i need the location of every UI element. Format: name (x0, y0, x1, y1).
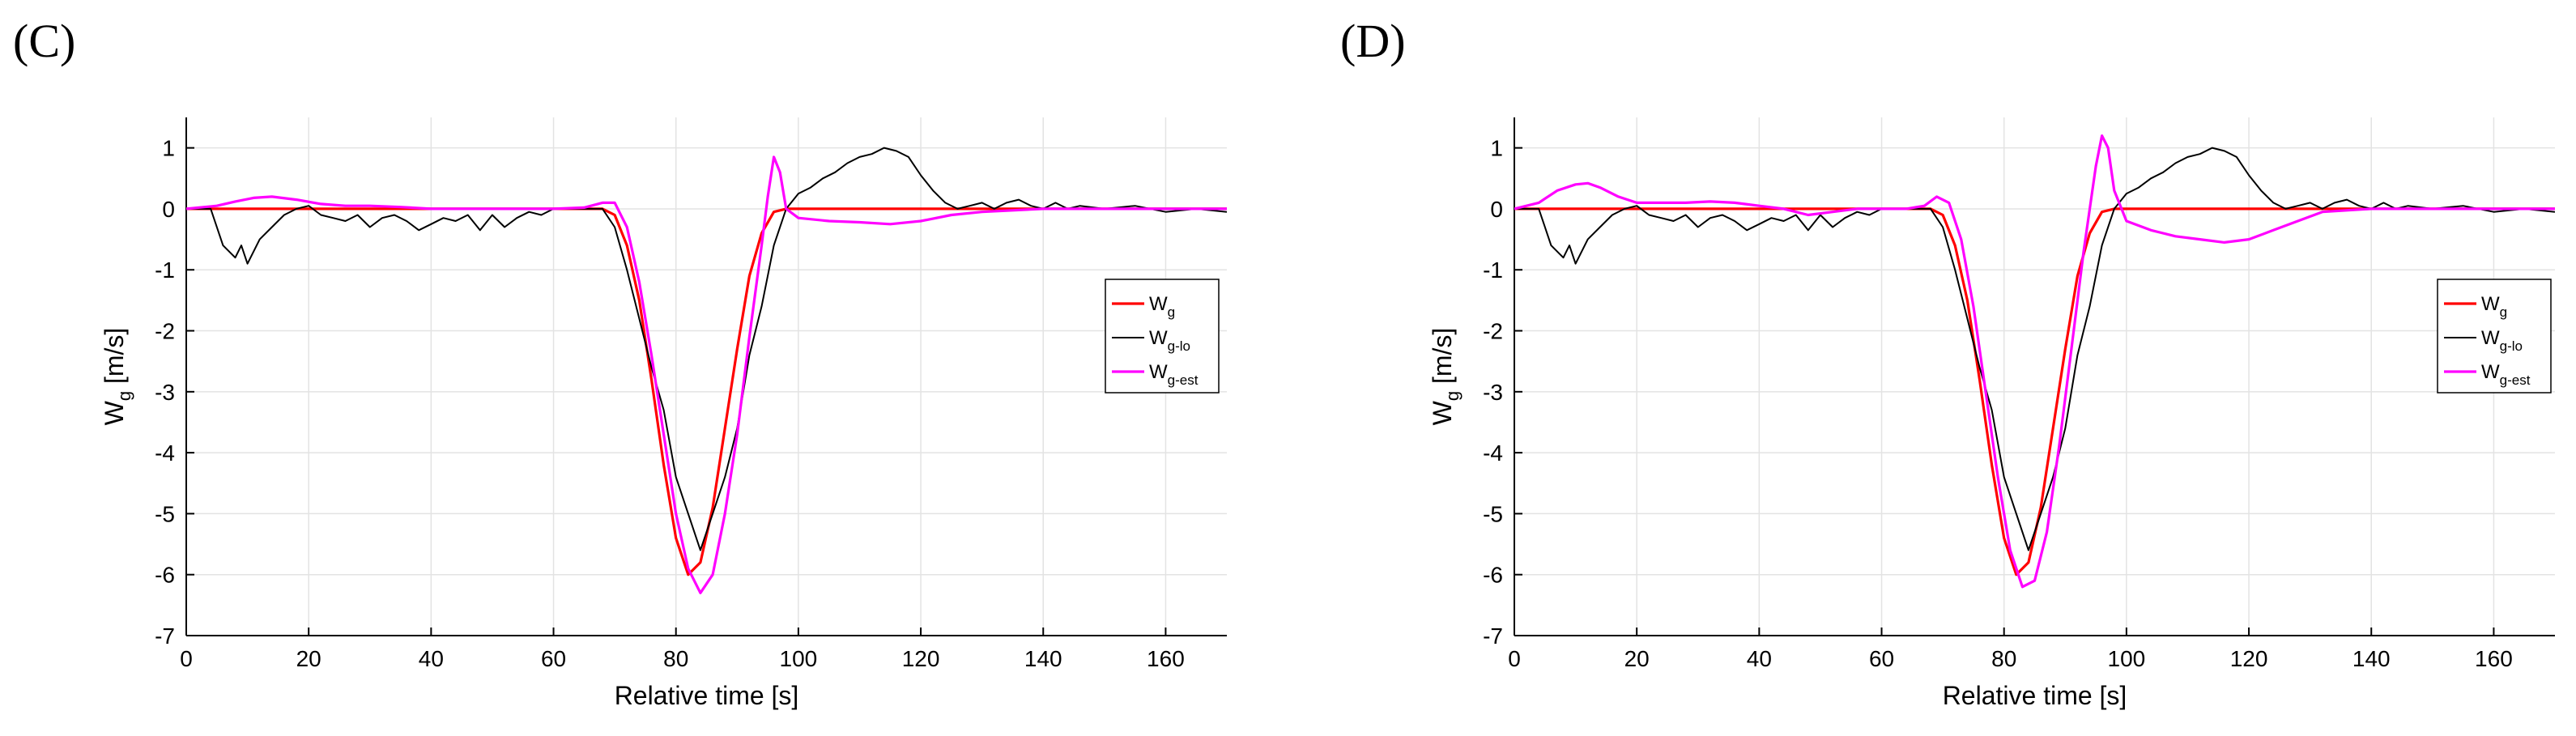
legend-entry-subscript: g (1168, 304, 1175, 320)
legend-entry-subscript: g-est (1168, 372, 1199, 388)
y-tick-label: 0 (1490, 197, 1503, 222)
x-tick-label: 80 (663, 646, 688, 671)
legend-entry: Wg (2481, 293, 2507, 320)
y-tick-label: -5 (1483, 501, 1503, 526)
x-tick-label: 0 (1508, 646, 1521, 671)
y-tick-label: -1 (1483, 257, 1503, 283)
y-axis-label: Wg [m/s] (1428, 328, 1463, 426)
y-tick-label: -3 (155, 380, 175, 405)
legend-entry-subscript: g-lo (2500, 338, 2523, 354)
x-tick-label: 100 (780, 646, 818, 671)
series-line-w-g-lo (1514, 147, 2555, 551)
y-tick-label: -4 (155, 440, 175, 466)
legend-entry-subscript: g (2500, 304, 2507, 320)
legend-entry: Wg-lo (2481, 327, 2523, 354)
y-tick-label: 1 (1490, 136, 1503, 161)
y-axis-label-subscript: g (1442, 391, 1463, 401)
legend-entry: Wg-est (1149, 361, 1199, 388)
x-tick-label: 140 (2352, 646, 2391, 671)
x-tick-label: 140 (1024, 646, 1062, 671)
legend-entry: Wg-est (2481, 361, 2531, 388)
legend-entry: Wg (1149, 293, 1175, 320)
panel-label: (C) (13, 15, 75, 67)
x-tick-label: 120 (2230, 646, 2268, 671)
legend-entry: Wg-lo (1149, 327, 1190, 354)
y-tick-label: -2 (155, 319, 175, 344)
series-line-w-g-est (186, 155, 1227, 594)
x-tick-label: 100 (2108, 646, 2146, 671)
legend-entry-main: W (1149, 293, 1168, 315)
x-axis-label: Relative time [s] (1943, 681, 2127, 710)
y-tick-label: -7 (1483, 623, 1503, 649)
y-axis-label-subscript: g (114, 391, 134, 401)
y-tick-label: -7 (155, 623, 175, 649)
y-axis-label-main: W (1428, 400, 1457, 425)
x-tick-label: 40 (1747, 646, 1772, 671)
panel-label: (D) (1340, 15, 1406, 67)
x-tick-label: 20 (1624, 646, 1650, 671)
legend-box (1105, 279, 1220, 394)
x-tick-label: 80 (1991, 646, 2016, 671)
x-tick-label: 160 (2475, 646, 2513, 671)
legend-box (2437, 279, 2552, 394)
x-tick-label: 20 (296, 646, 321, 671)
series-line-w-g (1514, 207, 2555, 576)
legend-entry-main: W (2481, 327, 2500, 349)
series-line-w-g-lo (186, 147, 1227, 551)
y-tick-label: -3 (1483, 380, 1503, 405)
legend-entry-subscript: g-lo (1168, 338, 1190, 354)
x-axis-label: Relative time [s] (615, 681, 799, 710)
legend-entry-main: W (2481, 361, 2500, 383)
plot-area (1514, 117, 2555, 636)
y-tick-label: 1 (162, 136, 175, 161)
y-axis-label: Wg [m/s] (100, 328, 134, 426)
y-tick-label: -6 (1483, 563, 1503, 588)
y-tick-label: -6 (155, 563, 175, 588)
chart-panel-d: (D) 0 20 40 60 80 100 120 140 160 1 0 -1 -2 -3 -4 -5 -6 -7… (1340, 15, 2555, 710)
x-tick-label: 60 (1869, 646, 1894, 671)
legend-entry-main: W (1149, 327, 1168, 349)
legend-entry-main: W (1149, 361, 1168, 383)
x-tick-label: 40 (419, 646, 444, 671)
y-axis-label-main: W (100, 400, 129, 425)
y-tick-label: -4 (1483, 440, 1503, 466)
y-tick-label: -1 (155, 257, 175, 283)
x-tick-label: 0 (180, 646, 193, 671)
x-tick-label: 120 (902, 646, 940, 671)
y-tick-label: -2 (1483, 319, 1503, 344)
series-line-w-g (186, 207, 1227, 576)
y-axis-label-unit: [m/s] (100, 328, 129, 391)
y-axis-label-unit: [m/s] (1428, 328, 1457, 391)
series-line-w-g-est (1514, 134, 2555, 589)
legend-entry-main: W (2481, 293, 2500, 315)
plot-area (186, 117, 1227, 636)
x-tick-label: 60 (541, 646, 566, 671)
y-tick-label: -5 (155, 501, 175, 526)
legend-entry-subscript: g-est (2500, 372, 2531, 388)
y-tick-label: 0 (162, 197, 175, 222)
chart-panel-c: (C) 0 20 40 60 80 100 120 140 160 1 0 -1 -2 -3 -4 -5 -6 -7… (13, 15, 1227, 710)
x-tick-label: 160 (1147, 646, 1185, 671)
